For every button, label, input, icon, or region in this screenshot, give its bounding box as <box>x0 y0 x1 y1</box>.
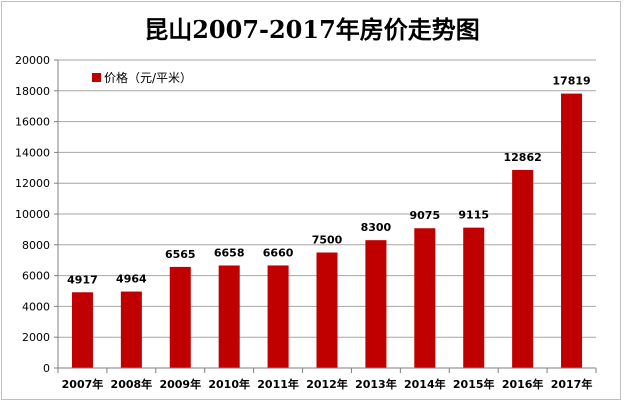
x-tick-label: 2008年 <box>111 377 153 391</box>
x-tick-label: 2012年 <box>306 377 348 391</box>
bar <box>316 252 338 368</box>
bars <box>71 93 583 368</box>
x-tick-label: 2015年 <box>453 377 495 391</box>
x-tick-label: 2013年 <box>355 377 397 391</box>
data-label: 8300 <box>361 221 392 234</box>
x-tick-label: 2014年 <box>404 377 446 391</box>
x-tick-label: 2010年 <box>208 377 250 391</box>
bar <box>463 227 485 368</box>
chart-title: 昆山2007-2017年房价走势图 <box>144 15 480 44</box>
gridlines <box>58 59 596 369</box>
data-label: 4917 <box>67 273 98 286</box>
y-tick-label: 12000 <box>15 177 50 190</box>
y-tick-label: 6000 <box>22 270 50 283</box>
data-label: 12862 <box>503 151 541 164</box>
data-labels: 4917 4964 6565 6658 6660 7500 8300 9075 9115 1286… <box>67 75 591 287</box>
legend-swatch <box>92 73 101 82</box>
data-label: 4964 <box>116 273 147 286</box>
y-tick-label: 18000 <box>15 85 50 98</box>
x-tick-label: 2011年 <box>257 377 299 391</box>
x-axis: 2007年 2008年 2009年 2010年 2011年 2012年 2013年 2014年… <box>57 367 597 391</box>
y-tick-label: 20000 <box>15 54 50 67</box>
bar <box>365 240 387 368</box>
legend: 价格（元/平米） <box>92 70 192 85</box>
y-tick-label: 8000 <box>22 239 50 252</box>
y-tick-label: 16000 <box>15 116 50 129</box>
data-label: 9115 <box>458 209 489 222</box>
y-tick-label: 0 <box>43 362 50 375</box>
bar <box>71 292 93 368</box>
data-label: 9075 <box>410 209 441 222</box>
data-label: 7500 <box>312 234 343 247</box>
bar <box>267 265 289 368</box>
data-label: 6658 <box>214 246 245 259</box>
data-label: 17819 <box>552 75 590 88</box>
bar <box>120 291 142 368</box>
x-tick-label: 2007年 <box>62 377 104 391</box>
bar <box>218 265 240 368</box>
x-tick-label: 2016年 <box>502 377 544 391</box>
data-label: 6660 <box>263 246 294 259</box>
y-tick-label: 14000 <box>15 146 50 159</box>
y-axis: 0 2000 4000 6000 8000 10000 12000 14000 16000 180… <box>15 54 59 375</box>
legend-label: 价格（元/平米） <box>104 70 192 85</box>
bar <box>414 228 436 368</box>
y-tick-label: 4000 <box>22 300 50 313</box>
y-tick-label: 10000 <box>15 208 50 221</box>
x-tick-label: 2009年 <box>159 377 201 391</box>
y-tick-label: 2000 <box>22 331 50 344</box>
bar <box>169 266 191 368</box>
data-label: 6565 <box>165 248 196 261</box>
bar <box>561 93 583 368</box>
bar <box>512 169 534 368</box>
x-tick-label: 2017年 <box>551 377 593 391</box>
